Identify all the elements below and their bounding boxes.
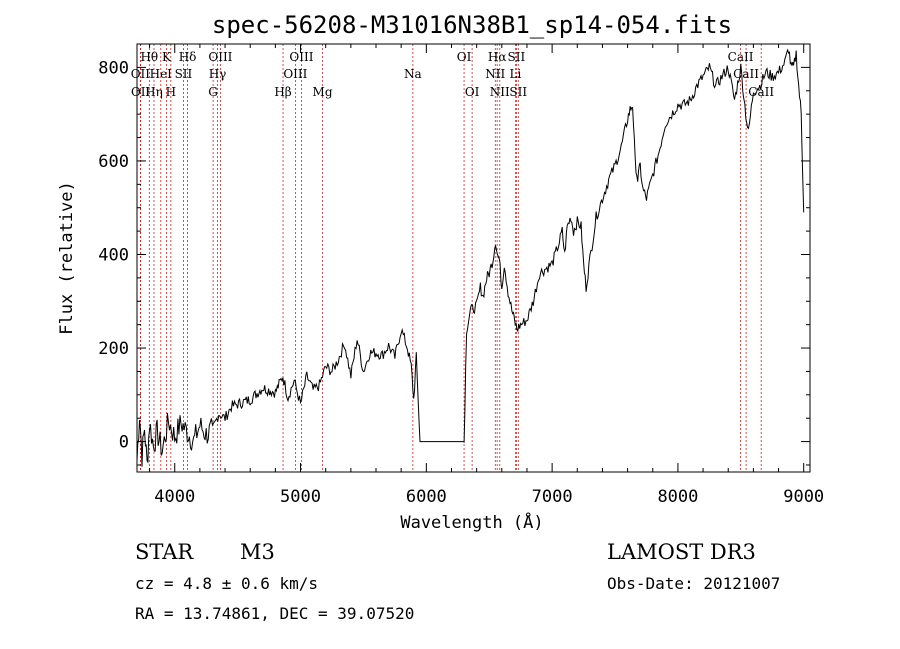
marker-label: CaII <box>748 85 774 99</box>
survey-name: LAMOST DR3 <box>607 540 756 564</box>
marker-label: CaII <box>728 50 754 64</box>
marker-label: Li <box>509 67 521 81</box>
marker-label: OII <box>131 67 151 81</box>
marker-label: Hα <box>488 50 507 64</box>
observation-date: Obs-Date: 20121007 <box>607 574 780 593</box>
marker-label: Hγ <box>209 67 227 81</box>
y-axis-label: Flux (relative) <box>57 181 77 335</box>
object-class: STAR <box>135 540 194 564</box>
x-tick-label: 7000 <box>532 487 573 507</box>
marker-label: HeI <box>150 67 173 81</box>
marker-label: Na <box>404 67 422 81</box>
y-tick-label: 600 <box>98 152 129 172</box>
marker-label: NII <box>485 67 505 81</box>
marker-label: CaII <box>733 67 759 81</box>
marker-label: OII <box>131 85 151 99</box>
x-axis-ticks: 4000 5000 6000 7000 8000 9000 <box>149 44 824 507</box>
x-tick-label: 9000 <box>783 487 824 507</box>
marker-label: Hβ <box>274 85 291 99</box>
marker-label: OIII <box>289 50 313 64</box>
marker-label: OI <box>465 85 480 99</box>
object-subclass: M3 <box>240 540 275 564</box>
y-tick-label: 400 <box>98 245 129 265</box>
marker-label: SII <box>509 85 527 99</box>
spectrum-series-line <box>136 48 805 467</box>
marker-label: H <box>166 85 176 99</box>
marker-label: K <box>162 50 172 64</box>
x-axis-label: Wavelength (Å) <box>400 511 543 533</box>
marker-label: OIII <box>283 67 307 81</box>
x-tick-label: 5000 <box>280 487 321 507</box>
marker-label: Hθ <box>140 50 158 64</box>
y-tick-label: 800 <box>98 58 129 78</box>
marker-label: SII <box>175 67 193 81</box>
marker-label: NII <box>490 85 510 99</box>
x-tick-label: 8000 <box>657 487 698 507</box>
marker-label: Hδ <box>179 50 197 64</box>
y-tick-label: 200 <box>98 339 129 359</box>
x-tick-label: 6000 <box>406 487 447 507</box>
marker-label: G <box>208 85 218 99</box>
marker-label: OI <box>457 50 472 64</box>
redshift-cz: cz = 4.8 ± 0.6 km/s <box>135 574 318 593</box>
emission-line-markers <box>139 44 762 472</box>
x-tick-label: 4000 <box>154 487 195 507</box>
y-tick-label: 0 <box>119 433 129 453</box>
chart-title: spec-56208-M31016N38B1_sp14-054.fits <box>212 11 732 39</box>
marker-label: Mg <box>313 85 333 99</box>
marker-label: SII <box>508 50 526 64</box>
plot-frame <box>136 43 811 473</box>
ra-dec-coordinates: RA = 13.74861, DEC = 39.07520 <box>135 604 414 623</box>
marker-label: OIII <box>208 50 232 64</box>
y-axis-ticks: 0 200 400 600 800 <box>98 43 810 466</box>
marker-label: Hη <box>145 85 163 99</box>
